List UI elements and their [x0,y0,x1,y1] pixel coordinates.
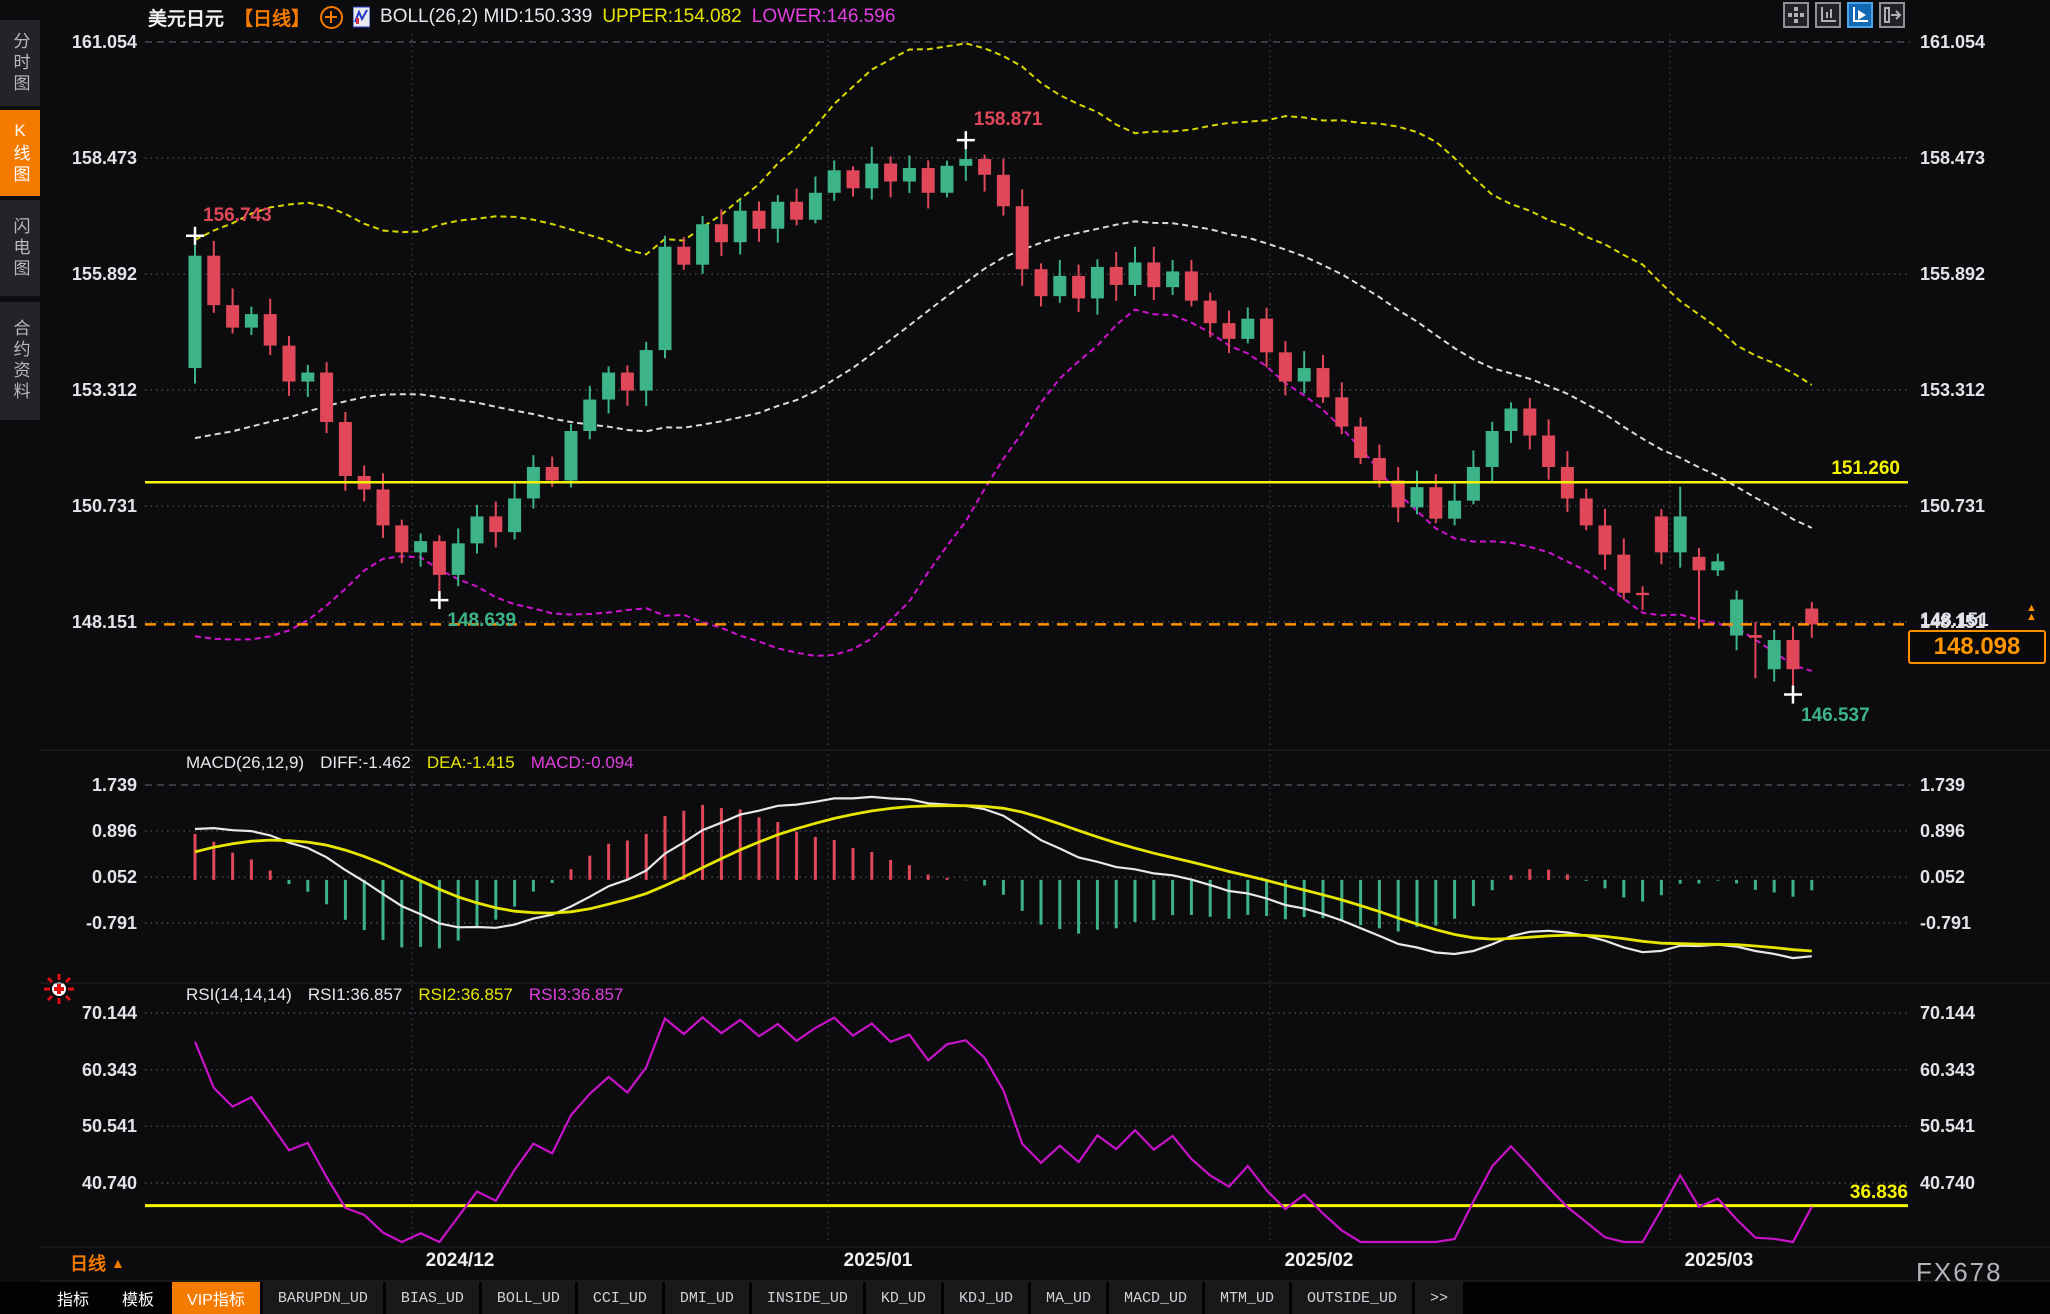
tab-模板[interactable]: 模板 [122,1292,155,1309]
candlestick-series [188,140,1819,695]
price-gridlines [145,41,1910,623]
macd-diff-line [194,795,1812,960]
rsi-header: RSI(14,14,14) RSI1:36.857 RSI2:36.857 RS… [186,985,623,1005]
symbol-title: 美元日元 [148,8,225,30]
rsi-title: RSI(14,14,14) [186,985,292,1004]
macd-diff-readout: DIFF:-1.462 [320,753,411,772]
rsi-gridlines [145,1012,1910,1184]
month-gridlines [411,34,1671,1244]
add-indicator-icon[interactable] [320,5,344,29]
sidebar-item-timeline-chart[interactable]: 分时图 [0,20,40,106]
tab-KD_UD[interactable]: KD_UD [865,1282,941,1314]
tab-MTM_UD[interactable]: MTM_UD [1204,1282,1289,1314]
tab-OUTSIDE_UD[interactable]: OUTSIDE_UD [1292,1282,1413,1314]
current-axis-price: 148.151 [1920,610,1989,631]
macd-header: MACD(26,12,9) DIFF:-1.462 DEA:-1.415 MAC… [186,753,634,773]
boll-lower-band [194,308,1813,672]
boll-upper-band [194,42,1813,386]
period-selector[interactable]: 日线 ▲ [70,1250,125,1276]
boll-lower-readout: LOWER:146.596 [751,6,896,27]
macd-gridlines [145,784,1910,924]
layout-grid-icon[interactable] [1783,2,1809,28]
tab-VIP指标[interactable]: VIP指标 [172,1282,260,1314]
rsi1-readout: RSI1:36.857 [307,985,403,1004]
macd-value-readout: MACD:-0.094 [530,753,634,772]
tab-MACD_UD[interactable]: MACD_UD [1108,1282,1202,1314]
macd-dea-readout: DEA:-1.415 [426,753,515,772]
tab->>[interactable]: >> [1415,1282,1464,1314]
sidebar-item-kline-chart[interactable]: K线图 [0,110,40,196]
axis-scale-icon[interactable] [1815,2,1841,28]
tab-CCI_UD[interactable]: CCI_UD [577,1282,662,1314]
mini-chart-icon [353,6,371,28]
tab-BOLL_UD[interactable]: BOLL_UD [481,1282,575,1314]
macd-histogram [193,804,1814,949]
boll-mid-readout: BOLL(26,2) MID:150.339 [380,6,593,27]
tab-DMI_UD[interactable]: DMI_UD [664,1282,749,1314]
axis-play-icon[interactable] [1847,2,1873,28]
extreme-markers [186,131,1802,704]
tab-指标[interactable]: 指标 [57,1292,90,1309]
tab-KDJ_UD[interactable]: KDJ_UD [943,1282,1028,1314]
tab-INSIDE_UD[interactable]: INSIDE_UD [751,1282,863,1314]
tab-BIAS_UD[interactable]: BIAS_UD [385,1282,479,1314]
price-up-arrows-icon: ▲ ▲ [2026,602,2037,623]
period-label: 日线 [70,1254,106,1274]
chart-toolbar [1783,2,1905,28]
rsi2-readout: RSI2:36.857 [418,985,513,1004]
current-price-box: 148.098 [1908,630,2046,664]
period-arrow-icon: ▲ [111,1255,125,1271]
sidebar-item-flash-chart[interactable]: 闪电图 [0,200,40,296]
boll-mid-band [194,220,1813,529]
rsi-line [193,1015,1813,1244]
sidebar-item-contract-info[interactable]: 合约资料 [0,302,40,420]
tab-MA_UD[interactable]: MA_UD [1030,1282,1106,1314]
sidebar: 分时图 K线图 闪电图 合约资料 [0,0,40,1314]
indicator-tabbar: 指标 模板 VIP指标 BARUPDN_UD BIAS_UD BOLL_UD CCI_UD D… [0,1282,2050,1314]
period-tag: 【日线】 [234,8,311,30]
tab-BARUPDN_UD[interactable]: BARUPDN_UD [262,1282,383,1314]
rsi3-readout: RSI3:36.857 [528,985,624,1004]
boll-upper-readout: UPPER:154.082 [602,6,742,27]
macd-dea-line [194,804,1812,953]
axis-shift-icon[interactable] [1879,2,1905,28]
record-indicator-icon [44,974,74,1004]
macd-title: MACD(26,12,9) [186,753,305,772]
chart-header: 美元日元 【日线】 BOLL(26,2) MID:150.339 UPPER:1… [148,4,895,30]
